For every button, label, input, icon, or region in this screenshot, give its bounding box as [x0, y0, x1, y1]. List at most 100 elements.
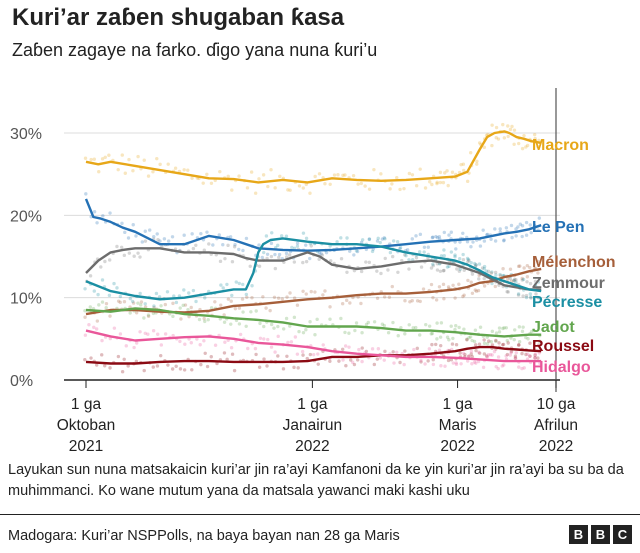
poll-dot: [189, 305, 193, 310]
poll-dot: [341, 358, 345, 362]
poll-dot: [474, 289, 479, 293]
poll-dot: [461, 294, 465, 299]
poll-dot: [336, 173, 340, 177]
poll-dot: [502, 326, 506, 330]
poll-dot: [504, 354, 508, 358]
series-line-hidalgo: [85, 329, 542, 363]
poll-dot: [264, 234, 269, 238]
poll-dot: [183, 342, 187, 346]
poll-dot: [348, 301, 352, 305]
poll-dot: [244, 324, 248, 328]
poll-dot: [482, 341, 487, 346]
poll-dot: [364, 322, 369, 327]
poll-dot: [172, 294, 176, 298]
logo-letter-b1: B: [569, 525, 588, 544]
poll-dot: [533, 356, 537, 360]
poll-dot: [211, 243, 215, 247]
poll-dot: [441, 180, 446, 185]
poll-dot: [359, 181, 363, 186]
poll-dot: [246, 346, 250, 351]
poll-dot: [297, 184, 302, 188]
poll-dot: [166, 162, 170, 166]
poll-dot: [201, 181, 205, 185]
poll-dot: [250, 296, 254, 300]
poll-dot: [343, 330, 347, 335]
poll-dot: [496, 366, 500, 371]
poll-dot: [88, 305, 93, 309]
poll-dot: [403, 299, 407, 303]
poll-dot: [504, 326, 508, 330]
poll-dot: [273, 186, 277, 190]
poll-dot: [489, 237, 493, 241]
poll-dot: [465, 359, 470, 363]
poll-dot: [403, 332, 407, 336]
poll-dot: [536, 271, 540, 275]
poll-dot: [309, 244, 313, 248]
poll-dot: [517, 340, 522, 344]
poll-dot: [482, 145, 487, 150]
poll-dot: [103, 364, 107, 368]
poll-dot: [476, 288, 481, 293]
poll-dot: [442, 230, 447, 235]
poll-dot: [375, 296, 380, 300]
poll-dot: [482, 276, 486, 281]
poll-dot: [238, 332, 243, 337]
poll-dot: [422, 250, 426, 254]
poll-dot: [490, 343, 495, 347]
source-text: Madogara: Kuri’ar NSPPolls, na baya baya…: [8, 528, 400, 544]
poll-dot: [482, 239, 487, 243]
poll-dot: [508, 127, 513, 132]
poll-dot: [458, 240, 462, 244]
poll-dot: [126, 364, 130, 368]
poll-dot: [438, 170, 443, 175]
poll-dot: [230, 260, 235, 264]
poll-dot: [360, 346, 364, 350]
poll-dot: [509, 223, 514, 228]
poll-dot: [459, 362, 463, 366]
poll-dot: [146, 313, 151, 317]
poll-dot: [442, 248, 446, 252]
poll-dot: [166, 363, 170, 367]
poll-dot: [506, 341, 510, 345]
poll-dot: [265, 252, 270, 257]
poll-dot: [508, 277, 512, 281]
poll-dot: [398, 360, 402, 365]
poll-dot: [378, 356, 383, 360]
poll-dot: [230, 352, 235, 356]
poll-dot: [317, 251, 322, 255]
poll-dot: [96, 292, 100, 297]
poll-dot: [383, 237, 387, 241]
poll-dot: [353, 328, 357, 333]
poll-dot: [313, 333, 317, 337]
poll-dot: [313, 174, 317, 179]
poll-dot: [376, 236, 380, 241]
poll-dot: [366, 320, 370, 325]
poll-dot: [166, 239, 171, 243]
poll-dot: [477, 351, 482, 355]
poll-dot: [513, 356, 518, 360]
poll-dot: [289, 340, 294, 344]
poll-dot: [262, 357, 266, 361]
poll-dot: [152, 234, 156, 239]
poll-dot: [350, 360, 355, 365]
poll-dot: [364, 260, 368, 264]
poll-dot: [284, 251, 289, 256]
poll-dot: [189, 341, 193, 345]
poll-dot: [458, 257, 462, 261]
x-tick-label: Maris: [439, 417, 477, 434]
poll-dot: [506, 124, 510, 128]
poll-dot: [482, 338, 486, 342]
poll-dot: [500, 364, 505, 368]
poll-dot: [234, 280, 238, 284]
poll-line-chart: 0% 10% 20% 30% 1 ga Oktoban 2021 1 ga Janairun 20…: [10, 88, 616, 455]
poll-dot: [265, 364, 269, 368]
poll-dot: [524, 293, 529, 298]
poll-dot: [108, 314, 112, 318]
poll-dot: [139, 300, 144, 304]
poll-dot: [525, 280, 529, 284]
poll-dot: [301, 289, 305, 294]
poll-dot: [134, 234, 138, 238]
poll-dot: [466, 260, 470, 264]
poll-dot: [453, 296, 457, 300]
poll-dot: [509, 349, 514, 354]
